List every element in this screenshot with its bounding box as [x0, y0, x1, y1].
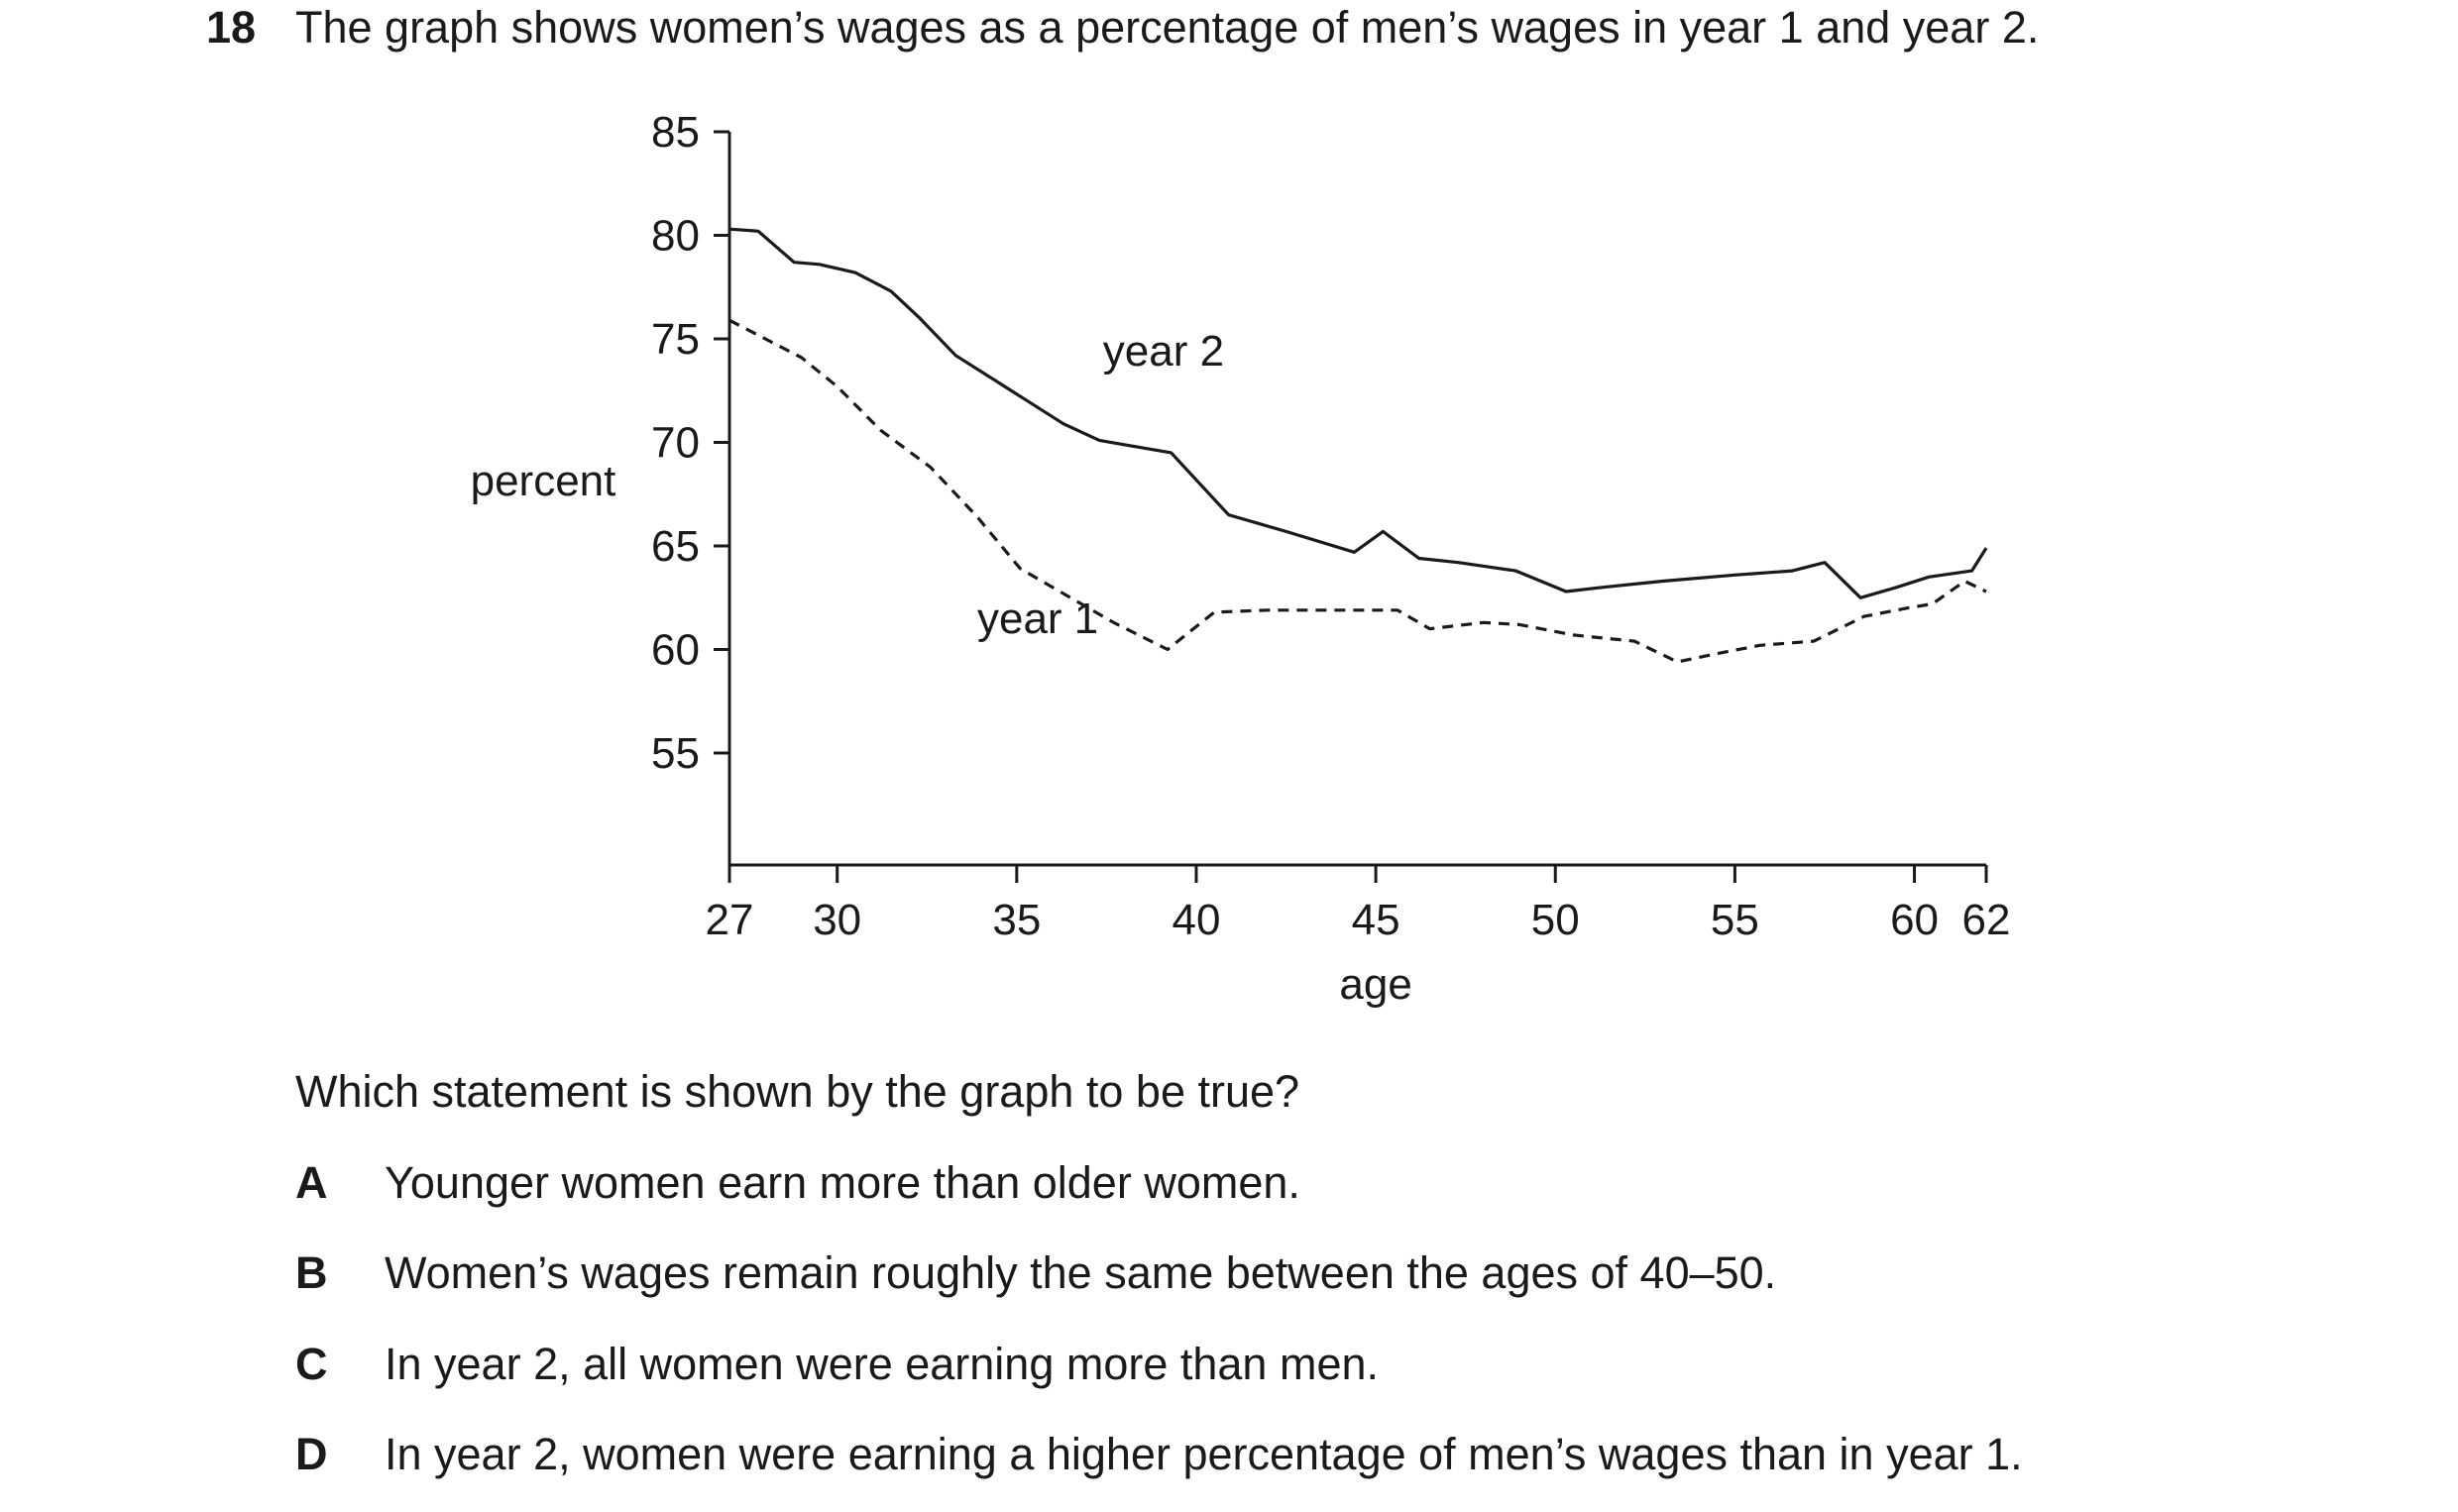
y-tick-label-80: 80 — [651, 212, 700, 261]
x-tick-label-30: 30 — [813, 896, 861, 944]
y-tick-label-85: 85 — [651, 108, 700, 157]
option-c-text: In year 2, all women were earning more t… — [385, 1339, 1380, 1389]
option-b-letter: B — [295, 1247, 328, 1298]
x-tick-label-50: 50 — [1531, 896, 1580, 944]
series-label-year-2: year 2 — [1103, 327, 1224, 376]
chart-series-group — [728, 227, 1988, 664]
chart-axes: 55 60 65 70 75 80 85 27 30 35 40 45 50 55 60 62 — [651, 108, 2010, 944]
series-label-year-1: year 1 — [977, 594, 1098, 643]
line-chart: 55 60 65 70 75 80 85 27 30 35 40 45 50 55 60 62 percent… — [471, 108, 2011, 1009]
y-tick-label-75: 75 — [651, 315, 700, 364]
chart-labels: percent age year 2 year 1 — [471, 327, 1412, 1009]
option-c-letter: C — [295, 1339, 328, 1389]
x-tick-label-62: 62 — [1962, 896, 2011, 944]
option-d-text: In year 2, women were earning a higher p… — [385, 1429, 2023, 1479]
y-tick-label-60: 60 — [651, 626, 700, 675]
option-a[interactable]: A Younger women earn more than older wome… — [295, 1157, 1300, 1209]
series-line-year-1 — [728, 318, 1987, 664]
option-d[interactable]: D In year 2, women were earning a higher … — [295, 1429, 2023, 1480]
y-tick-label-70: 70 — [651, 419, 700, 468]
x-tick-label-27: 27 — [706, 896, 754, 944]
y-tick-label-55: 55 — [651, 729, 700, 778]
question-prompt: Which statement is shown by the graph to… — [295, 1066, 1300, 1117]
option-d-letter: D — [295, 1429, 328, 1479]
series-line-year-2 — [728, 227, 1988, 599]
x-tick-label-60: 60 — [1890, 896, 1939, 944]
option-c[interactable]: C In year 2, all women were earning more … — [295, 1339, 1379, 1390]
x-tick-label-40: 40 — [1172, 896, 1220, 944]
x-tick-label-35: 35 — [992, 896, 1041, 944]
option-a-text: Younger women earn more than older women… — [385, 1157, 1300, 1208]
question-number: 18 — [206, 2, 257, 53]
x-axis-title: age — [1339, 960, 1411, 1009]
y-axis-title: percent — [471, 457, 616, 505]
question-header: 18 The graph shows women’s wages as a per… — [206, 2, 2039, 54]
question-text: The graph shows women’s wages as a perce… — [295, 2, 2040, 53]
x-tick-label-55: 55 — [1711, 896, 1759, 944]
x-tick-label-45: 45 — [1352, 896, 1400, 944]
y-tick-label-65: 65 — [651, 522, 700, 571]
option-a-letter: A — [295, 1157, 328, 1208]
option-b-text: Women’s wages remain roughly the same be… — [385, 1247, 1777, 1298]
option-b[interactable]: B Women’s wages remain roughly the same b… — [295, 1247, 1776, 1299]
chart-container: 55 60 65 70 75 80 85 27 30 35 40 45 50 55 60 62 percent… — [471, 108, 2011, 1009]
